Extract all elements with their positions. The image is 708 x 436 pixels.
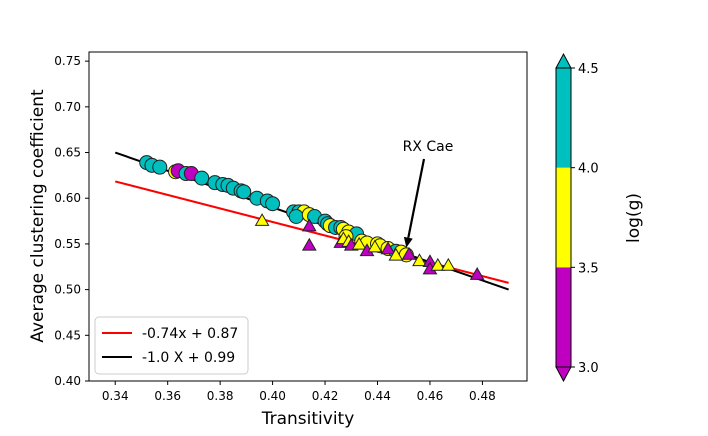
y-tick-label: 0.65	[54, 146, 81, 160]
y-tick-label: 0.75	[54, 54, 81, 68]
x-tick-label: 0.34	[102, 389, 129, 403]
x-tick-label: 0.42	[312, 389, 339, 403]
legend: -0.74x + 0.87 -1.0 X + 0.99	[94, 316, 249, 375]
y-axis-label: Average clustering coefficient	[28, 89, 48, 343]
colorbar-label: log(g)	[624, 193, 644, 243]
y-tick-label: 0.55	[54, 237, 81, 251]
legend-label-black-fit: -1.0 X + 0.99	[142, 350, 235, 366]
data-point-triangle	[440, 257, 456, 271]
x-tick-label: 0.36	[154, 389, 181, 403]
annotation-arrow-head	[403, 236, 413, 248]
x-tick-label: 0.38	[207, 389, 234, 403]
colorbar-tick-label: 4.5	[578, 62, 599, 77]
y-tick-label: 0.50	[54, 283, 81, 297]
colorbar-frame	[555, 67, 572, 368]
x-axis-label: Transitivity	[261, 409, 355, 429]
colorbar-tick-label: 3.5	[578, 261, 599, 276]
data-point-circle	[236, 184, 252, 200]
y-tick-label: 0.70	[54, 100, 81, 114]
x-tick-label: 0.48	[469, 389, 496, 403]
data-point-triangle	[351, 236, 367, 250]
data-point-triangle	[412, 253, 427, 267]
colorbar-band	[556, 68, 571, 168]
x-axis: 0.34 0.36 0.38 0.40 0.42 0.44 0.46 0.48	[102, 381, 496, 403]
data-point-triangle	[254, 213, 270, 226]
data-point-triangle	[401, 246, 417, 260]
plot-frame	[88, 51, 528, 382]
data-point-circle	[265, 196, 281, 212]
x-tick-label: 0.44	[364, 389, 391, 403]
data-point-circle	[194, 170, 210, 186]
legend-label-red-fit: -0.74x + 0.87	[142, 326, 238, 342]
data-point-triangle	[430, 257, 446, 271]
data-point-triangle	[469, 266, 485, 280]
y-tick-label: 0.40	[54, 374, 81, 388]
colorbar-tick-label: 3.0	[578, 361, 599, 376]
x-tick-label: 0.46	[417, 389, 444, 403]
data-point-circle	[288, 209, 304, 224]
data-markers	[139, 155, 485, 280]
legend-box	[94, 316, 249, 375]
data-point-triangle	[388, 247, 404, 261]
colorbar-extend-bottom	[555, 366, 572, 383]
data-point-triangle	[367, 239, 383, 253]
data-point-triangle	[380, 241, 396, 255]
colorbar-extend-top	[555, 52, 572, 69]
x-tick-label: 0.40	[259, 389, 286, 403]
data-point-triangle	[301, 218, 317, 232]
annotation-group: RX Cae	[403, 139, 454, 248]
annotation-arrow	[407, 158, 426, 238]
annotation-label: RX Cae	[403, 139, 454, 155]
colorbar-band	[556, 167, 571, 268]
data-point-circle	[152, 159, 168, 175]
y-axis: 0.40 0.45 0.50 0.55 0.60 0.65 0.70 0.75	[54, 54, 89, 388]
data-point-triangle	[301, 237, 317, 251]
y-tick-label: 0.60	[54, 191, 81, 205]
colorbar-band	[556, 267, 571, 367]
y-tick-label: 0.45	[54, 328, 81, 342]
colorbar: 3.0 3.5 4.0 4.5	[555, 52, 599, 383]
colorbar-tick-label: 4.0	[578, 162, 599, 177]
